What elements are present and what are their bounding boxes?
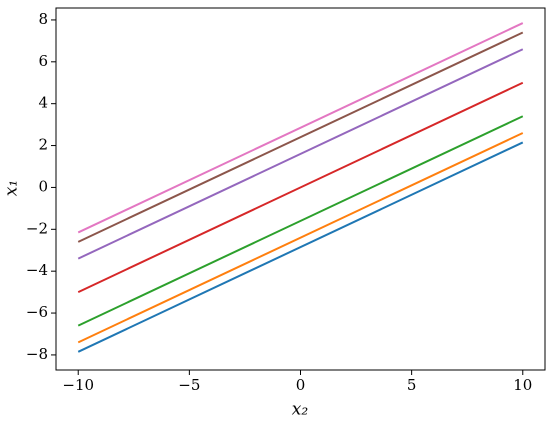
y-tick-label: 2 (38, 136, 48, 154)
line (77, 31, 524, 243)
plot-frame (55, 7, 546, 371)
y-tick-label: 0 (38, 177, 48, 195)
y-tick-label: −8 (26, 345, 48, 363)
line (77, 81, 524, 294)
y-axis-label: x₁ (2, 180, 22, 196)
y-tick-label: −4 (26, 261, 48, 279)
x-axis-label: x₂ (292, 400, 309, 420)
x-tick-label: 10 (513, 376, 532, 394)
x-tick-label: 0 (296, 376, 306, 394)
line (77, 22, 524, 234)
line (77, 141, 524, 353)
x-tick-label: −10 (62, 376, 94, 394)
line (77, 115, 524, 327)
line (77, 48, 524, 260)
y-tick-label: 6 (38, 52, 48, 70)
y-tick-label: 8 (38, 10, 48, 28)
x-tick-label: −5 (178, 376, 200, 394)
y-tick-label: −6 (26, 303, 48, 321)
x-tick-label: 5 (407, 376, 417, 394)
y-tick-label: −2 (26, 219, 48, 237)
line (77, 132, 524, 344)
y-tick-label: 4 (38, 94, 48, 112)
